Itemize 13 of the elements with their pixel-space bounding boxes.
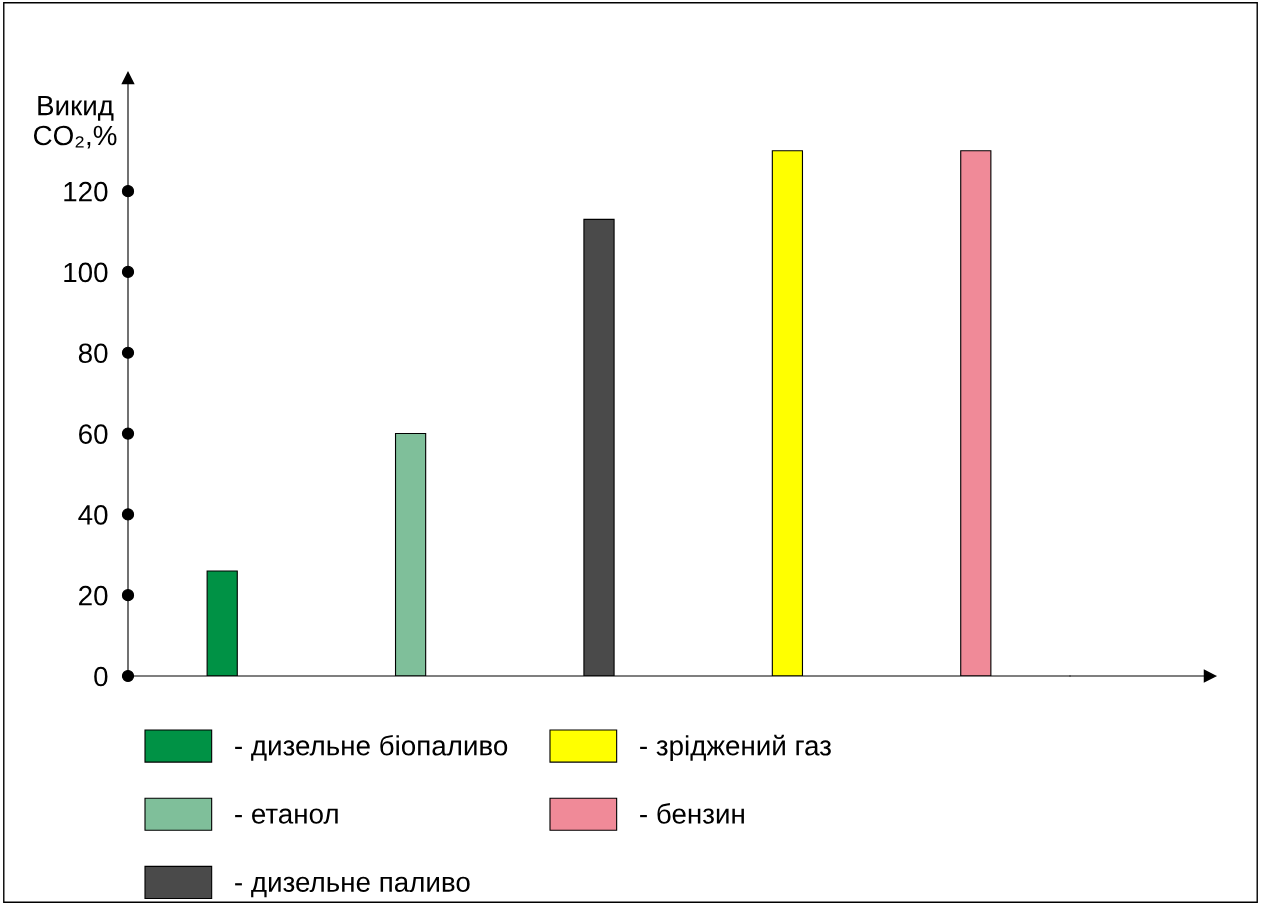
legend-label: - етанол xyxy=(235,808,338,824)
legend-label: - дизельне біопаливо xyxy=(235,734,508,761)
legend-label: - зріджений газ xyxy=(640,734,831,762)
y-tick-label: 40 xyxy=(78,505,108,525)
y-tick-label: 0 xyxy=(94,666,108,687)
legend-label: - дизельне паливо xyxy=(235,876,470,898)
y-tick-label: 80 xyxy=(78,343,108,364)
y-tick-label: 100 xyxy=(64,262,108,283)
y-tick-label: 20 xyxy=(79,585,108,606)
y-tick-label: 60 xyxy=(79,424,108,444)
legend-label: - бензин xyxy=(640,803,744,824)
y-tick-label: 120 xyxy=(64,181,108,202)
y-axis-title: Викид CO₂,% xyxy=(33,96,117,149)
